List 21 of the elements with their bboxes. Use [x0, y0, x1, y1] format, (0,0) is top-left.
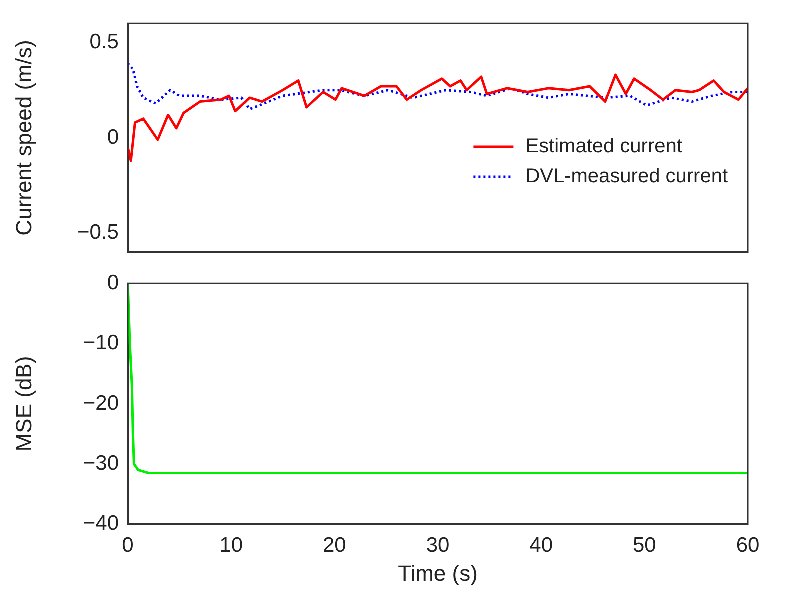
x-tick-label: 40: [530, 534, 554, 557]
x-tick-label: 10: [220, 534, 244, 557]
y-tick-label: 0: [107, 126, 119, 149]
x-tick-label: 50: [632, 534, 656, 557]
legend-label: Estimated current: [526, 136, 683, 158]
x-tick-label: 0: [122, 534, 134, 557]
x-tick-label: 20: [322, 534, 346, 557]
y-tick-label: −20: [83, 392, 119, 415]
y-tick-label: −40: [83, 512, 119, 536]
line-series: [128, 62, 748, 111]
y-axis-title: Current speed (m/s): [11, 40, 36, 236]
y-axis-title: MSE (dB): [11, 356, 36, 452]
y-tick-label: −10: [83, 332, 119, 355]
y-tick-label: 0: [107, 271, 119, 294]
y-tick-label: 0.5: [90, 30, 119, 54]
x-axis-title: Time (s): [398, 560, 478, 586]
y-tick-label: −30: [83, 452, 119, 475]
y-tick-label: −0.5: [78, 221, 119, 244]
x-tick-label: 60: [736, 534, 760, 557]
legend-label: DVL-measured current: [526, 166, 728, 188]
x-tick-label: 30: [426, 534, 450, 557]
